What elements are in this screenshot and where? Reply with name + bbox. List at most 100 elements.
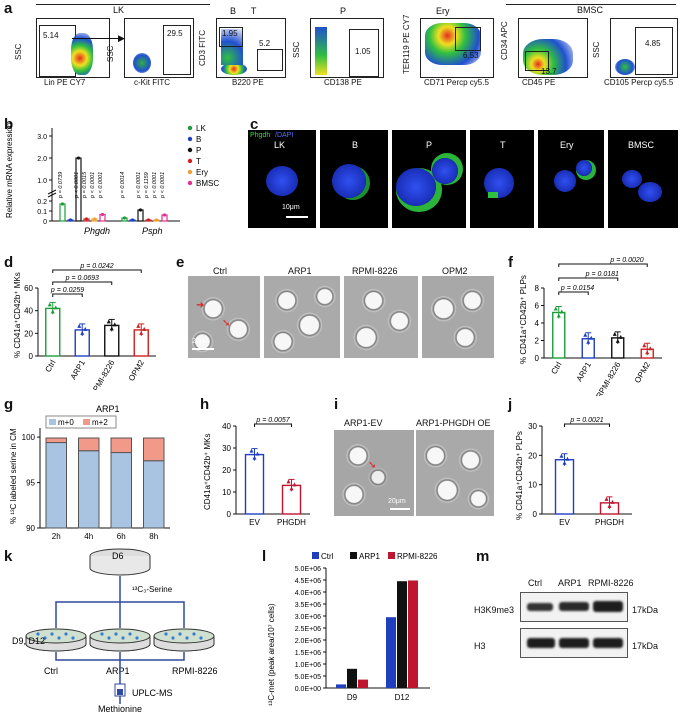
scale-label: 10μm xyxy=(282,204,300,211)
ytick: 6 xyxy=(535,302,540,311)
l-ytick: 5.0E+06 xyxy=(295,566,321,573)
blot-col-label: ARP1 xyxy=(558,578,582,588)
point xyxy=(53,305,58,310)
k-cell xyxy=(57,636,61,640)
chart-d: % CD41a⁺CD42b⁺ MKs 0 20 40 60 Ctrl ARP1 RPMI-8… xyxy=(13,263,156,390)
l-ytick: 1.5E+06 xyxy=(295,650,321,657)
gate-value: 4.85 xyxy=(645,39,661,48)
panel-letter-b: b xyxy=(4,116,14,133)
k-cell xyxy=(71,636,75,640)
b-legend-label: P xyxy=(196,146,201,155)
k-cell xyxy=(121,636,125,640)
ylabel: TER119 PE CY7 xyxy=(402,14,411,74)
scale-label: 20μm xyxy=(388,498,406,505)
blot-kda: 17kDa xyxy=(632,605,659,615)
b-point xyxy=(162,213,167,217)
l-bar xyxy=(336,684,346,688)
stain-label: Phgdh xyxy=(250,132,271,139)
ytick: 40 xyxy=(222,422,231,431)
category-label: Ctrl xyxy=(43,358,57,373)
density-cloud xyxy=(221,29,243,65)
ytick: 0 xyxy=(535,354,540,363)
density-cloud xyxy=(425,23,481,65)
point xyxy=(607,503,612,508)
point xyxy=(642,343,647,348)
ytick: 10 xyxy=(528,481,537,490)
k-cell xyxy=(192,632,196,636)
g-legend-label: m+0 xyxy=(58,418,74,427)
b-ytick: 3.0 xyxy=(37,134,47,141)
panel-letter-f: f xyxy=(508,254,513,271)
micrograph-ev xyxy=(334,430,414,516)
lk-bracket xyxy=(36,4,210,5)
density-cloud xyxy=(71,33,93,75)
category-label: PHGDH xyxy=(277,518,306,527)
scale-bar xyxy=(390,508,410,510)
point xyxy=(83,326,88,331)
point xyxy=(136,323,141,328)
micrograph-label: ARP1-PHGDH OE xyxy=(416,418,491,428)
blot-band xyxy=(527,603,553,611)
ytick: 2 xyxy=(535,337,540,346)
flow-plot-lin: 5.14 xyxy=(36,18,110,78)
plot-title: B T xyxy=(230,6,257,16)
stain-spot xyxy=(488,192,498,198)
micrograph-label: BMSC xyxy=(628,140,655,150)
ytick: 20 xyxy=(24,329,33,338)
micrograph-ery xyxy=(538,130,604,228)
ytick: 60 xyxy=(24,284,33,293)
xlabel: CD138 PE xyxy=(324,78,362,87)
g-bar-m2 xyxy=(143,437,165,462)
gate xyxy=(525,51,549,71)
dapi-label: /DAPI xyxy=(275,132,294,139)
ylabel: SSC xyxy=(14,43,23,60)
b-ytick: 1.0 xyxy=(37,178,47,185)
micrograph-label: ARP1 xyxy=(288,266,312,276)
j-ylabel: % CD41a⁺CD42b⁺ PLPs xyxy=(515,431,524,520)
category-label: RPMI-8226 xyxy=(88,358,116,390)
point xyxy=(289,486,294,491)
b-point xyxy=(146,218,151,222)
xlabel: CD71 Percp cy5.5 xyxy=(424,78,489,87)
ytick: 0 xyxy=(533,510,538,519)
b-legend-label: LK xyxy=(196,124,206,133)
plot-title: P xyxy=(340,6,347,16)
b-point xyxy=(130,218,135,222)
nucleus xyxy=(332,164,366,198)
g-legend-marker xyxy=(83,419,90,425)
k-cell xyxy=(50,632,54,636)
blot-row-label: H3 xyxy=(474,641,486,651)
micrograph-opm2 xyxy=(422,276,494,358)
micrograph-lk: Phgdh /DAPI 10μm xyxy=(248,130,316,228)
k-dish-label: RPMI-8226 xyxy=(172,666,218,676)
density-cloud xyxy=(615,59,635,75)
b-point xyxy=(138,208,143,212)
category-label: PHGDH xyxy=(595,518,624,527)
gate-value: 1.05 xyxy=(355,47,371,56)
k-cell xyxy=(199,636,203,640)
k-cell xyxy=(64,632,68,636)
panel-letter-c: c xyxy=(250,116,259,133)
l-ytick: 4.0E+06 xyxy=(295,590,321,597)
panel-letter-h: h xyxy=(200,396,210,413)
k-cell xyxy=(43,636,47,640)
point xyxy=(562,460,567,465)
k-cell xyxy=(107,636,111,640)
blot-row-label: H3K9me3 xyxy=(474,605,515,615)
k-cell xyxy=(135,636,139,640)
point xyxy=(109,326,114,331)
l-category-label: D12 xyxy=(395,693,410,702)
point xyxy=(286,479,291,484)
panel-letter-i: i xyxy=(334,396,339,413)
g-category-label: 4h xyxy=(84,532,93,541)
k-cell xyxy=(185,636,189,640)
ylabel: SSC xyxy=(106,45,115,62)
l-legend-marker xyxy=(350,552,357,559)
bar xyxy=(244,453,265,515)
ylabel: SSC xyxy=(292,41,301,58)
k-cell xyxy=(100,632,104,636)
g-legend-marker xyxy=(49,419,56,425)
l-ytick: 4.5E+06 xyxy=(295,578,321,585)
p-value: p = 0.0693 xyxy=(65,275,99,282)
gate xyxy=(257,49,283,71)
